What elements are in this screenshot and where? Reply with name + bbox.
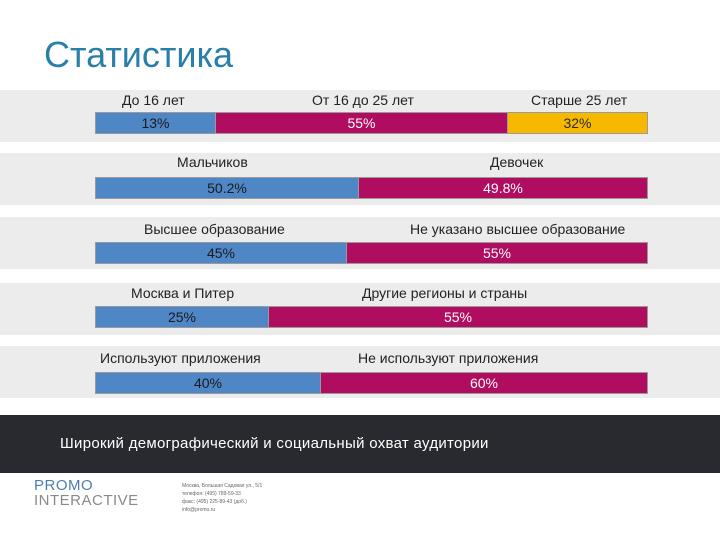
label-over-25: Старше 25 лет (531, 92, 628, 108)
page-title: Статистика (44, 34, 234, 75)
label-16-to-25: От 16 до 25 лет (312, 92, 414, 108)
bar-boys: 50.2% (95, 177, 359, 199)
label-boys: Мальчиков (177, 154, 248, 170)
bar-use-apps: 40% (95, 372, 321, 394)
contact-fax: факс: (495) 225-89-43 (доб.) (182, 499, 247, 505)
contact-address: Москва, Большая Садовая ул., 5/1 (182, 483, 263, 489)
bar-no-higher-education: 55% (346, 242, 648, 264)
label-no-higher-education: Не указано высшее образование (410, 221, 626, 237)
footer-band: Широкий демографический и социальный охв… (0, 415, 720, 473)
bar-not-use-apps: 60% (320, 372, 648, 394)
bar-16-to-25: 55% (215, 112, 508, 134)
contact-phone: телефон: (495) 789-59-33 (182, 491, 241, 497)
label-girls: Девочек (490, 154, 544, 170)
bar-under-16: 13% (95, 112, 216, 134)
bar-moscow-piter: 25% (95, 306, 269, 328)
label-use-apps: Используют приложения (100, 350, 261, 366)
label-not-use-apps: Не используют приложения (358, 350, 539, 366)
footer-caption: Широкий демографический и социальный охв… (60, 435, 489, 452)
promo-interactive-logo: PROMO INTERACTIVE (34, 478, 139, 508)
logo-line-1: PROMO (34, 477, 94, 494)
contact-info: Москва, Большая Садовая ул., 5/1 телефон… (182, 482, 262, 514)
logo-line-2: INTERACTIVE (34, 492, 139, 509)
bar-higher-education: 45% (95, 242, 347, 264)
bar-girls: 49.8% (358, 177, 648, 199)
label-under-16: До 16 лет (122, 92, 185, 108)
label-higher-education: Высшее образование (144, 221, 285, 237)
contact-email: info@promo.ru (182, 507, 216, 513)
label-other-regions: Другие регионы и страны (362, 285, 528, 301)
label-moscow-piter: Москва и Питер (131, 285, 235, 301)
bar-over-25: 32% (507, 112, 648, 134)
bar-other-regions: 55% (268, 306, 648, 328)
